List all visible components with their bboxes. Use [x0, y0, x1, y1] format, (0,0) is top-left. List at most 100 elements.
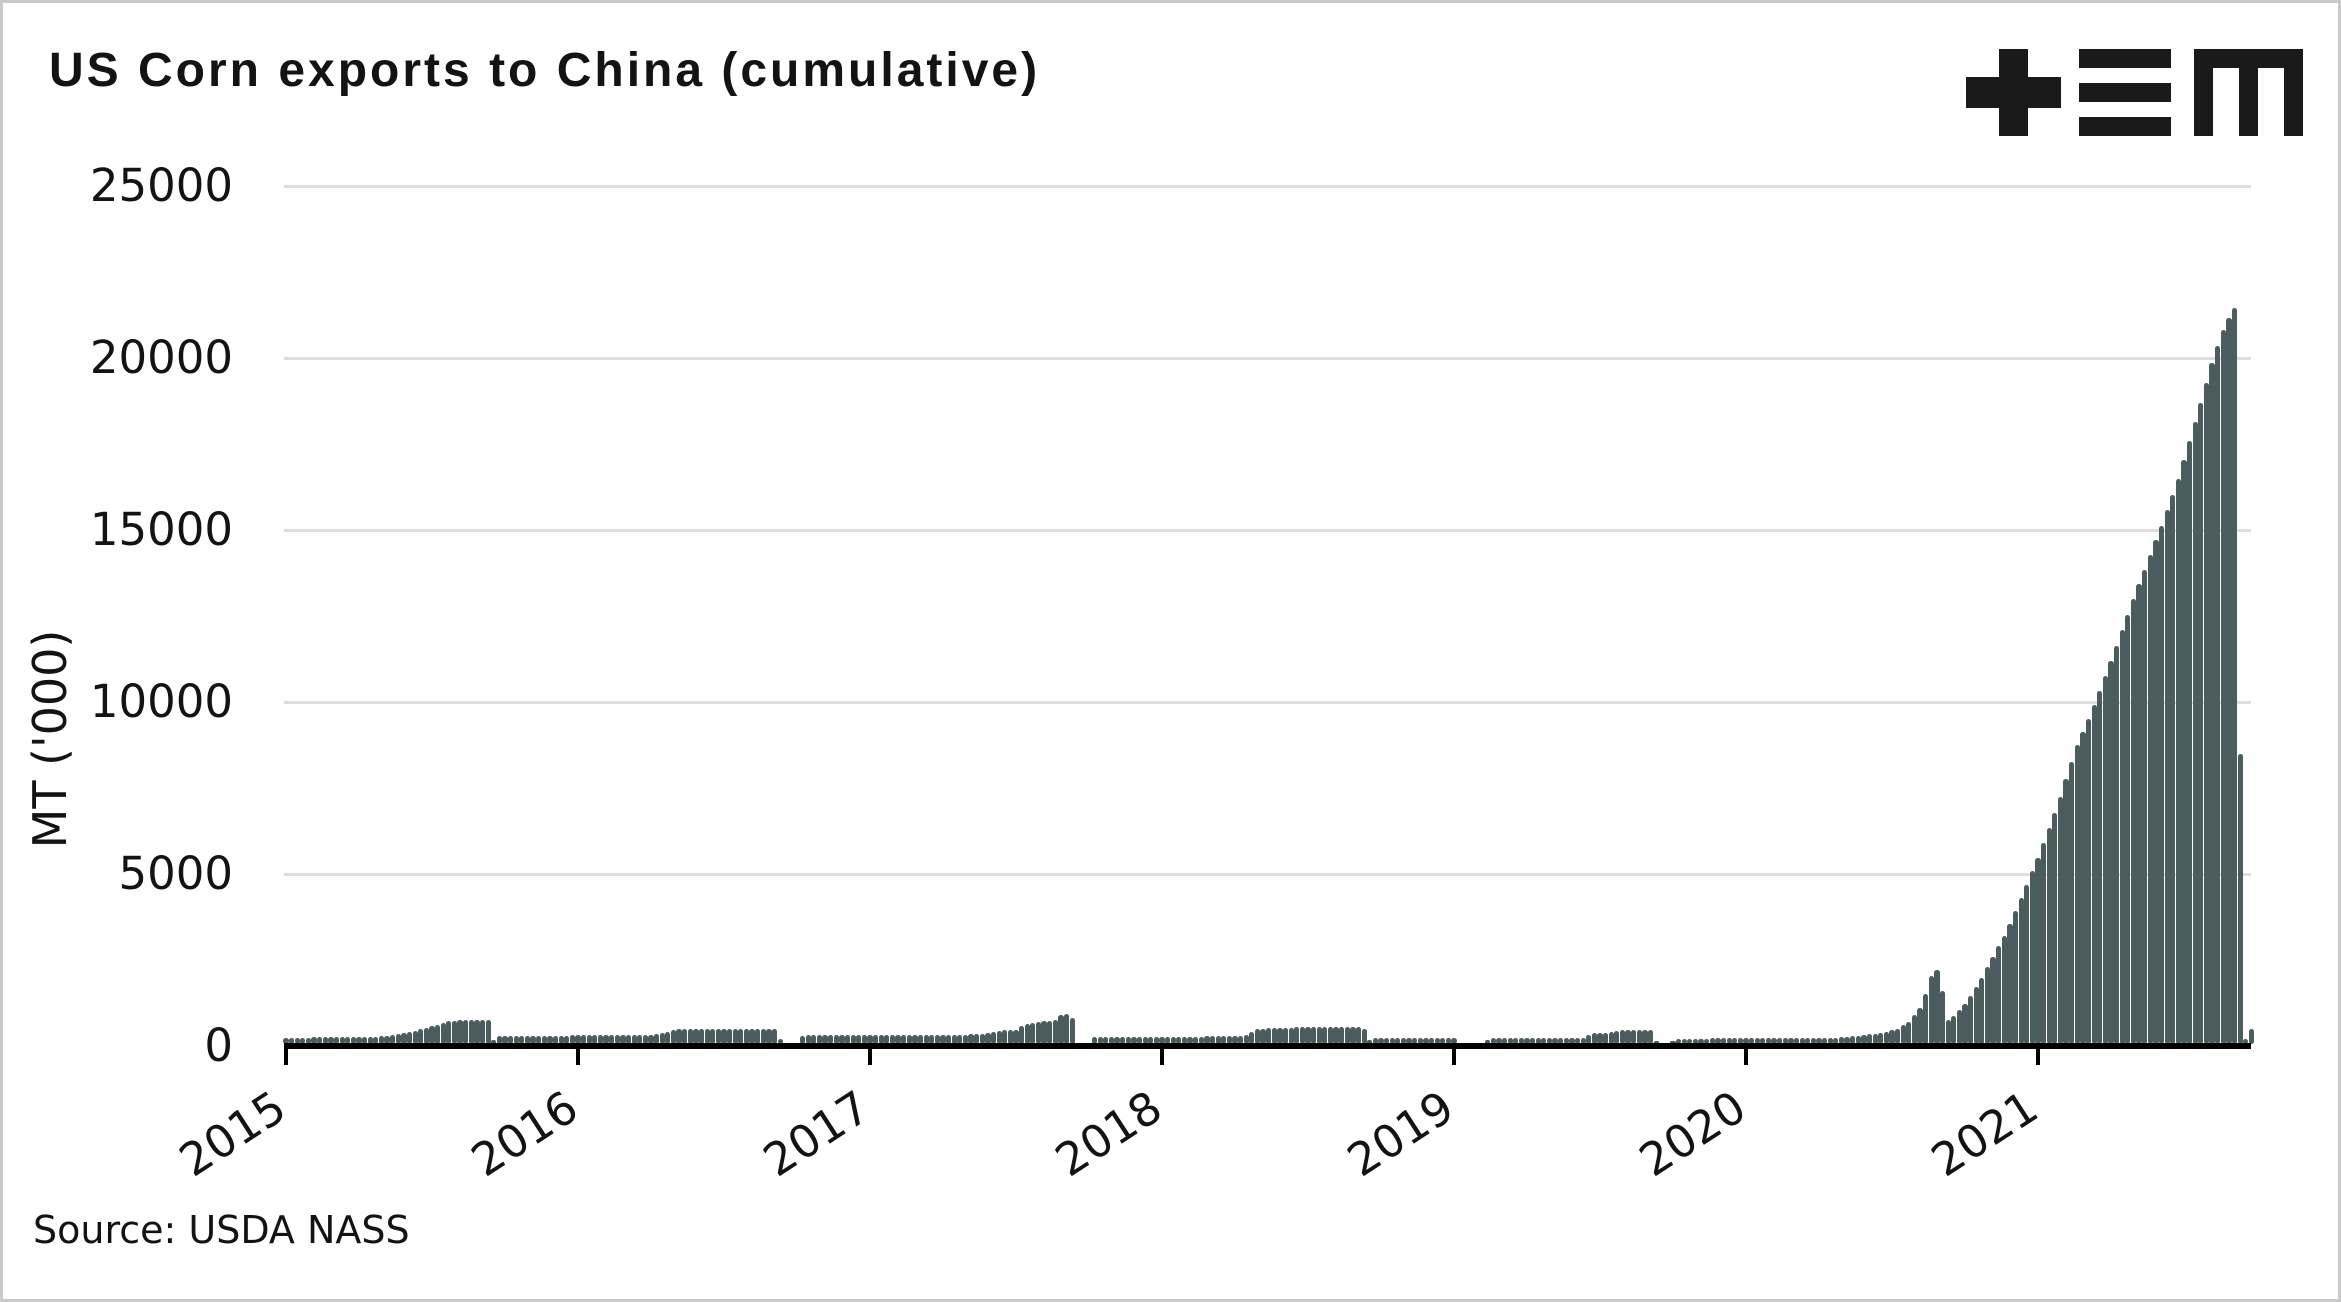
bar	[906, 1034, 912, 1044]
bar	[2220, 329, 2226, 1044]
bar	[653, 1034, 660, 1044]
bar	[833, 1035, 839, 1044]
bar	[665, 1031, 671, 1044]
bar	[974, 1034, 980, 1044]
bar	[412, 1030, 418, 1044]
bar	[884, 1034, 890, 1044]
bar	[2074, 744, 2080, 1044]
bar	[861, 1035, 868, 1044]
bar	[1204, 1036, 1210, 1044]
gridline-5000	[284, 873, 2251, 876]
bar	[440, 1023, 446, 1044]
bar	[1288, 1027, 1294, 1044]
bar	[1821, 1037, 1828, 1044]
bar	[1254, 1029, 1261, 1044]
bar	[2136, 584, 2142, 1044]
bar	[1316, 1027, 1322, 1044]
bar	[1322, 1026, 1328, 1044]
bar	[1928, 975, 1934, 1044]
bar	[2248, 1029, 2255, 1044]
bar	[850, 1035, 856, 1044]
bar	[2142, 569, 2148, 1044]
bar	[2243, 1038, 2249, 1044]
logo-triple-bar-icon	[2079, 49, 2171, 136]
bar	[378, 1036, 385, 1044]
bar	[1720, 1038, 1727, 1044]
bar	[1237, 1035, 1244, 1044]
bar	[1816, 1037, 1822, 1044]
bar	[1002, 1030, 1008, 1044]
bar	[1226, 1036, 1233, 1044]
bar	[1440, 1037, 1446, 1044]
bar	[1979, 977, 1985, 1044]
bar	[1120, 1036, 1126, 1044]
bar	[822, 1035, 828, 1044]
x-tick-2018	[1160, 1045, 1164, 1065]
bar	[305, 1037, 312, 1044]
bar	[317, 1037, 323, 1044]
bar	[1108, 1036, 1115, 1044]
y-tick-label-25000: 25000	[89, 159, 233, 212]
bar	[1496, 1038, 1502, 1044]
bar	[1675, 1038, 1682, 1044]
bar	[592, 1035, 598, 1044]
bar	[1412, 1037, 1418, 1044]
bar	[429, 1026, 435, 1044]
bar	[1996, 946, 2002, 1044]
bar	[1232, 1036, 1238, 1044]
bar	[828, 1035, 834, 1044]
bar	[1855, 1035, 1861, 1044]
bar	[558, 1035, 564, 1044]
y-tick-label-10000: 10000	[89, 675, 233, 728]
bar	[1018, 1026, 1025, 1044]
bar	[620, 1035, 626, 1044]
bar	[1170, 1036, 1176, 1044]
bar	[1973, 987, 1979, 1044]
bar	[2097, 690, 2103, 1044]
bar	[1485, 1039, 1491, 1044]
bar	[1894, 1028, 1901, 1044]
bar	[1103, 1036, 1109, 1044]
bar	[1956, 1010, 1963, 1044]
bar	[934, 1034, 941, 1044]
bar	[350, 1036, 357, 1044]
bar	[1243, 1035, 1249, 1044]
bar	[2203, 383, 2210, 1044]
y-tick-label-5000: 5000	[118, 847, 233, 900]
bar	[1866, 1034, 1873, 1044]
bar	[872, 1035, 879, 1044]
bar	[2108, 660, 2114, 1044]
bar	[609, 1035, 615, 1044]
bar	[1625, 1030, 1631, 1044]
bar	[1990, 956, 1996, 1044]
bar	[536, 1035, 542, 1044]
bar	[339, 1036, 345, 1044]
bar	[771, 1028, 778, 1044]
bar	[867, 1035, 873, 1044]
bar	[491, 1039, 497, 1044]
x-tick-label-2016: 2016	[462, 1080, 588, 1188]
bar	[1327, 1026, 1334, 1044]
gridline-20000	[284, 357, 2251, 360]
bar	[1647, 1030, 1654, 1044]
bar	[569, 1035, 576, 1044]
bar	[1428, 1037, 1435, 1044]
bar	[2024, 884, 2030, 1044]
bar	[895, 1034, 901, 1044]
bar	[693, 1029, 699, 1044]
bar	[929, 1034, 935, 1044]
x-tick-label-2015: 2015	[170, 1080, 296, 1188]
bar	[1097, 1036, 1103, 1044]
bar	[1417, 1037, 1423, 1044]
bar	[659, 1033, 665, 1044]
logo-plus-icon	[1966, 49, 2061, 136]
bar	[2192, 422, 2198, 1044]
bar	[1294, 1027, 1300, 1044]
bar	[300, 1037, 306, 1044]
bar	[1692, 1038, 1699, 1044]
bar	[479, 1019, 486, 1044]
bar	[1114, 1036, 1120, 1044]
chart-title: US Corn exports to China (cumulative)	[49, 44, 1041, 97]
bar	[996, 1030, 1002, 1044]
